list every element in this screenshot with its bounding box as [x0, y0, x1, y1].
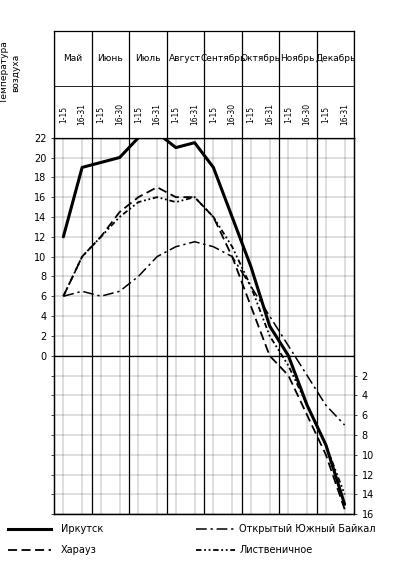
Text: Октябрь: Октябрь — [240, 54, 280, 63]
Text: Иркутск: Иркутск — [61, 524, 103, 534]
Text: Температура
воздуха: Температура воздуха — [0, 42, 20, 105]
Text: Сентябрь: Сентябрь — [200, 54, 246, 63]
Text: Май: Май — [63, 54, 82, 63]
Text: Август: Август — [169, 54, 201, 63]
Text: 1-15: 1-15 — [246, 106, 255, 123]
Text: Харауз: Харауз — [61, 545, 97, 555]
Text: 1-15: 1-15 — [209, 106, 218, 123]
Text: Июль: Июль — [135, 54, 160, 63]
Text: 16-31: 16-31 — [265, 103, 274, 125]
Text: 1-15: 1-15 — [284, 106, 293, 123]
Text: 16-30: 16-30 — [228, 103, 237, 125]
Text: 16-31: 16-31 — [78, 103, 87, 125]
Text: 1-15: 1-15 — [96, 106, 105, 123]
Text: 16-30: 16-30 — [115, 103, 124, 125]
Text: Декабрь: Декабрь — [315, 54, 356, 63]
Text: 1-15: 1-15 — [171, 106, 180, 123]
Text: 16-31: 16-31 — [153, 103, 162, 125]
Text: 16-31: 16-31 — [340, 103, 349, 125]
Text: Лиственичное: Лиственичное — [239, 545, 312, 555]
Text: 1-15: 1-15 — [134, 106, 143, 123]
Text: Ноябрь: Ноябрь — [280, 54, 315, 63]
Text: 16-31: 16-31 — [190, 103, 199, 125]
Text: 1-15: 1-15 — [321, 106, 330, 123]
Text: Июнь: Июнь — [97, 54, 123, 63]
Text: 1-15: 1-15 — [59, 106, 68, 123]
Text: Открытый Южный Байкал: Открытый Южный Байкал — [239, 524, 376, 534]
Text: 16-30: 16-30 — [303, 103, 312, 125]
